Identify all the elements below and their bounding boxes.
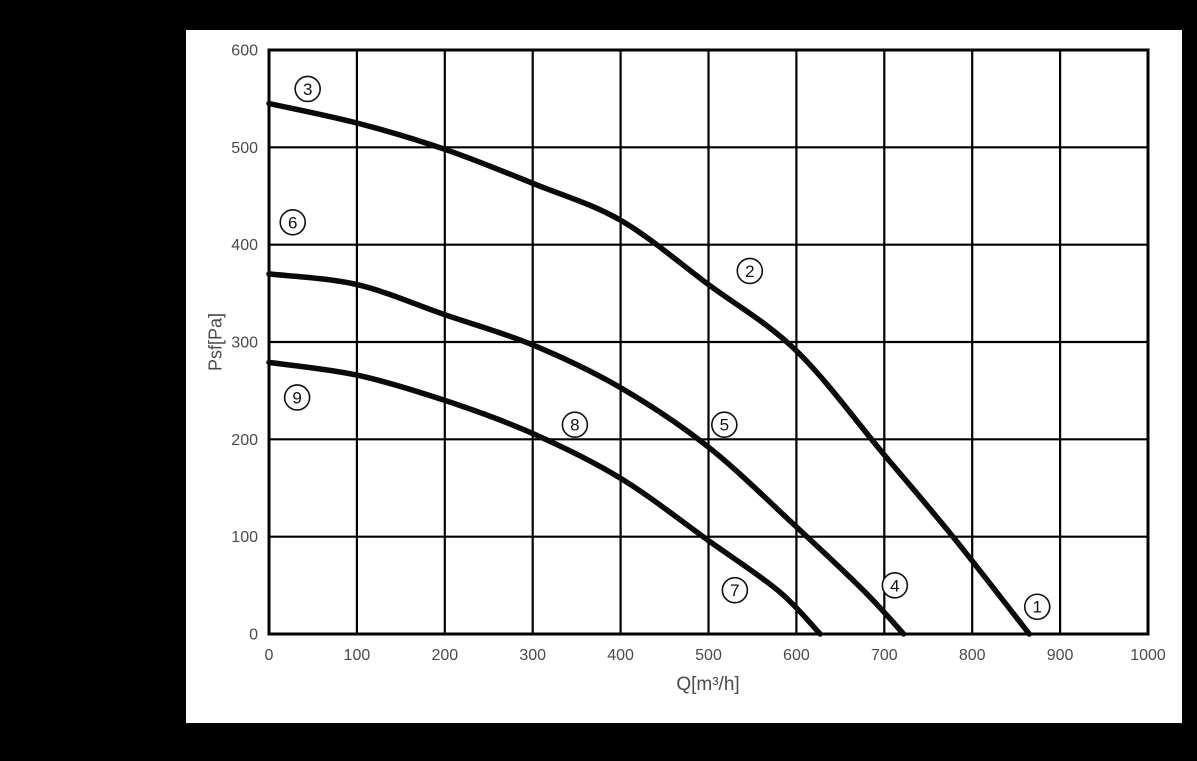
x-tick-label: 700: [871, 647, 898, 664]
x-tick-label: 500: [695, 647, 722, 664]
x-tick-label: 600: [783, 647, 810, 664]
fan-curve-high: [266, 100, 1033, 637]
x-tick-label: 800: [959, 647, 986, 664]
y-tick-label: 300: [231, 335, 258, 352]
x-tick-label: 200: [431, 647, 458, 664]
curve-label-number-3: 3: [303, 80, 312, 99]
curve-label-circle-8: [561, 411, 589, 439]
x-tick-label: 0: [265, 647, 274, 664]
y-tick-label: 400: [231, 237, 258, 254]
x-tick-label: 900: [1047, 647, 1074, 664]
fan-curve-mid: [266, 271, 907, 637]
fan-curve-low: [266, 359, 823, 637]
y-tick-label: 500: [231, 140, 258, 157]
x-tick-label: 300: [519, 647, 546, 664]
curve-label-number-9: 9: [292, 388, 301, 407]
curve-label-circle-3: [294, 75, 321, 103]
x-axis-title: Q[m³/h]: [676, 674, 740, 695]
curve-label-circle-6: [279, 208, 307, 236]
curve-label-circle-7: [721, 576, 749, 604]
y-axis-title: Psf[Pa]: [205, 312, 226, 372]
curve-label-number-8: 8: [570, 416, 579, 435]
curve-label-number-1: 1: [1033, 598, 1042, 617]
y-tick-label: 0: [249, 627, 258, 644]
x-tick-label: 100: [344, 647, 371, 664]
fan-performance-chart: 0 100 200 300 400 500 600 700 800 900 1000 0 100 200 3…: [231, 43, 1166, 665]
x-tick-label: 1000: [1130, 647, 1166, 664]
curve-label-number-2: 2: [745, 262, 754, 281]
curve-label-circle-2: [736, 257, 764, 285]
curve-label-circle-4: [881, 572, 909, 599]
curve-label-number-5: 5: [720, 416, 729, 435]
y-tick-label: 100: [231, 529, 258, 546]
curve-label-circle-5: [711, 411, 738, 439]
curve-label-circle-9: [283, 384, 311, 411]
y-tick-label: 200: [231, 432, 258, 449]
curve-label-circle-1: [1023, 593, 1051, 621]
curve-label-number-7: 7: [730, 581, 739, 600]
curve-label-number-4: 4: [890, 576, 899, 595]
x-tick-label: 400: [607, 647, 634, 664]
plot-border: [267, 48, 1150, 636]
chart-panel: 0 100 200 300 400 500 600 700 800 900 1000 0 100 200 3…: [186, 30, 1182, 723]
curve-label-number-6: 6: [288, 213, 297, 232]
y-tick-label: 600: [231, 43, 258, 60]
